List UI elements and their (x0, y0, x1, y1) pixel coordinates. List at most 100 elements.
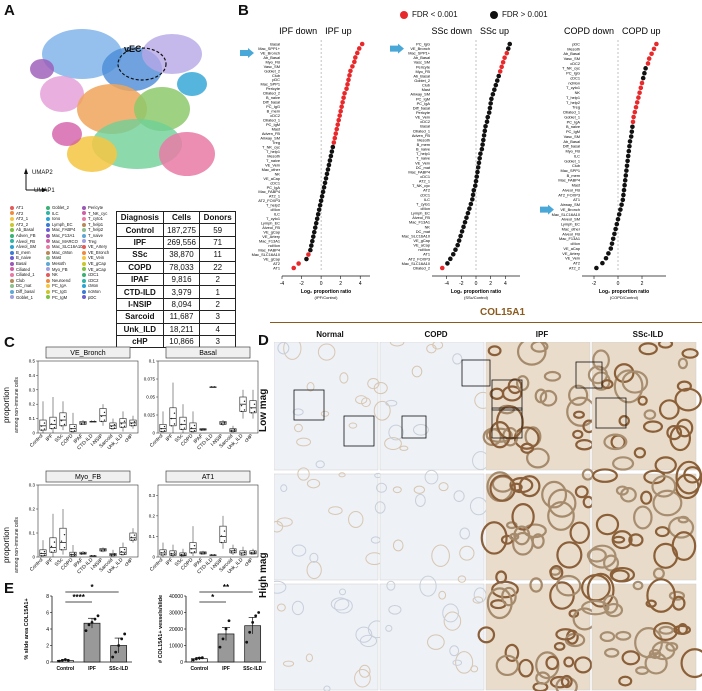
cell-type-label: PC_IgA (267, 185, 281, 190)
cell-type-label: Ab_Basal (563, 51, 580, 56)
data-point (497, 69, 503, 74)
box-point (183, 553, 186, 555)
cell-type-label: AT2 (273, 261, 280, 266)
cell-type-label: Ab_Basal (563, 139, 580, 144)
x-tick-label: 4 (359, 281, 362, 287)
plot-title-up: IPF up (325, 26, 352, 36)
cell-type-label: B_naive (416, 147, 430, 152)
cell-type-label: T_help1 (416, 151, 430, 156)
box (59, 412, 67, 427)
subplot-header (45, 470, 131, 483)
table-cell: Unk_ILD (116, 322, 164, 336)
data-point (291, 265, 297, 271)
table-cell: 1 (199, 285, 236, 299)
x-axis-sublabel: (IPF/Control) (315, 295, 339, 300)
data-point (613, 226, 618, 232)
tissue-structure (568, 384, 589, 406)
table-cell: 11,687 (162, 310, 201, 324)
legend-swatch-icon (46, 222, 50, 227)
col-header-ipf: IPF (535, 330, 549, 339)
table-cell: I-NSIP (116, 297, 164, 312)
data-point (479, 146, 485, 152)
tissue-structure (683, 466, 702, 484)
legend-swatch-icon (10, 228, 14, 233)
tissue-structure (487, 345, 502, 357)
tissue-structure (455, 651, 474, 674)
box-point (110, 555, 113, 557)
data-point (328, 153, 334, 159)
highlight-arrow-icon (390, 43, 404, 54)
tissue-structure (613, 369, 644, 404)
data-point (633, 105, 639, 110)
tissue-structure (309, 552, 319, 563)
legend-item: NK (46, 272, 83, 278)
legend-item: PC_IgM (46, 295, 83, 301)
y-tick-label: 0 (46, 660, 49, 666)
data-point (352, 59, 357, 65)
box-point (213, 386, 216, 388)
box-point (180, 555, 183, 557)
data-point (654, 41, 659, 47)
tissue-structure (543, 370, 562, 382)
cell-type-label: Lymph_EC (261, 221, 280, 226)
box (189, 542, 197, 554)
legend-swatch-icon (46, 217, 50, 222)
tissue-structure (658, 399, 680, 420)
y-axis-label: # COL15A1+ vessels/slide (158, 595, 164, 663)
box-point (170, 554, 173, 557)
legend-item: Myo_FB (46, 267, 83, 273)
y-tick-label: 0.2 (29, 507, 36, 512)
data-point (485, 114, 491, 120)
x-tick-label: Control (56, 666, 74, 672)
legend-item: PC_IgG (46, 289, 83, 295)
box (219, 525, 227, 543)
legend-swatch-icon (82, 233, 86, 238)
legend-label: Lymph_EC (52, 221, 73, 227)
tissue-structure (635, 666, 650, 675)
y-tick-label: 0.3 (29, 387, 36, 392)
tissue-structure (518, 658, 534, 678)
tissue-structure (675, 418, 694, 438)
tissue-structure (599, 631, 616, 643)
y-tick-label: 0.4 (29, 373, 36, 378)
box-point (133, 421, 136, 423)
tissue-structure (385, 624, 393, 632)
box-point (193, 551, 196, 553)
data-point (117, 644, 121, 647)
tissue-structure (457, 575, 467, 583)
data-point (356, 46, 362, 51)
umap-legend: AT1 AT2 AT2_1 AT2_2 Ab_Basal Adven_FB Alveol_F… (10, 205, 210, 355)
subplot-frame (157, 484, 259, 558)
sig-label: * (90, 583, 94, 592)
cell-type-label: Airway_SM (410, 92, 430, 97)
data-point (478, 151, 483, 157)
tissue-structure (539, 389, 558, 407)
legend-swatch-icon (10, 250, 14, 255)
cell-type-label: Mesoth (267, 153, 280, 158)
box-point (93, 555, 96, 557)
data-point (448, 256, 453, 262)
cell-type-label: Vasc_SM (414, 60, 430, 65)
legend-label: PC_IgM (52, 294, 68, 300)
table-cell: 2 (199, 297, 236, 312)
tissue-structure (489, 387, 505, 400)
data-point (251, 621, 255, 624)
cell-type-label: PC_IgG (266, 104, 280, 109)
cell-type-label: VE_Artery (562, 251, 580, 256)
cell-type-label: T_cyto1 (416, 201, 430, 206)
cell-type-label: T_help1 (266, 149, 280, 154)
box (119, 547, 127, 555)
tissue-structure (620, 487, 637, 503)
legend-item: VE_aCap (82, 267, 109, 273)
tissue-structure (654, 456, 677, 474)
tissue-structure (294, 423, 303, 433)
cell-type-label: AT1 (573, 197, 580, 202)
legend-item: AT2_2 (10, 222, 36, 228)
tissue-structure (442, 603, 459, 623)
data-point (123, 632, 127, 636)
data-point (627, 139, 633, 144)
highlight-arrow-icon (240, 47, 254, 58)
box-point (190, 430, 193, 433)
x-tick-label: cHP (243, 433, 254, 444)
data-point (227, 619, 231, 623)
